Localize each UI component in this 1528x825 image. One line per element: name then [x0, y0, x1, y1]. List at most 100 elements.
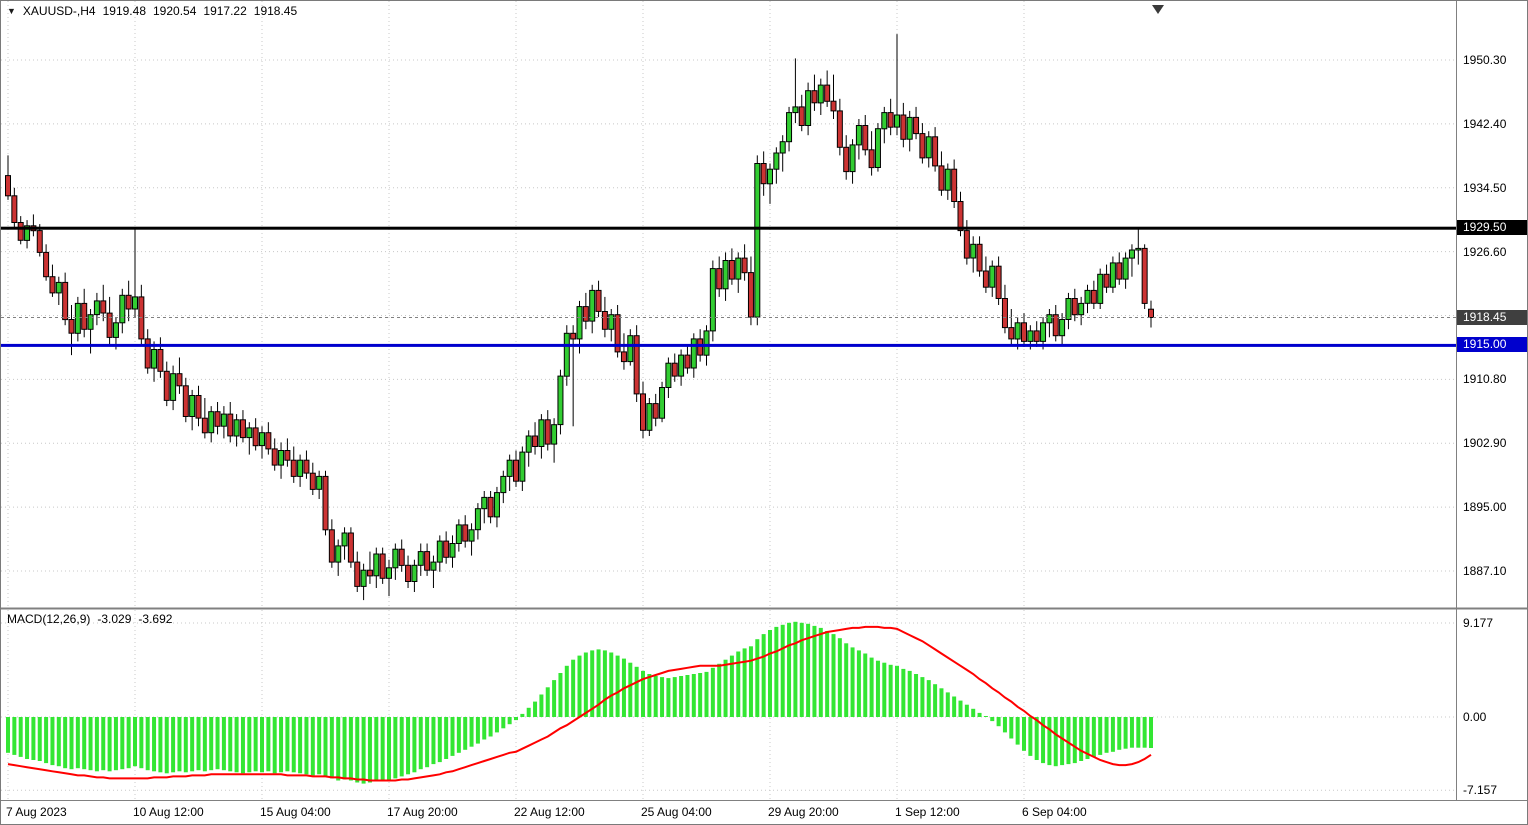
bullish-candle[interactable]	[259, 432, 265, 447]
bullish-candle[interactable]	[1122, 257, 1129, 280]
bearish-candle[interactable]	[5, 175, 11, 197]
bearish-candle[interactable]	[405, 564, 412, 582]
bullish-candle[interactable]	[1078, 302, 1085, 316]
bullish-candle[interactable]	[1027, 330, 1034, 342]
price-axis[interactable]: 1950.30 1942.40 1934.50 1926.60 1910.80 1902.…	[1457, 1, 1527, 800]
bullish-candle[interactable]	[925, 136, 932, 159]
bullish-candle[interactable]	[189, 395, 196, 417]
bearish-candle[interactable]	[951, 168, 958, 202]
bearish-candle[interactable]	[227, 413, 234, 437]
bearish-candle[interactable]	[1001, 298, 1008, 329]
bullish-candle[interactable]	[557, 375, 564, 426]
bullish-candle[interactable]	[506, 459, 513, 477]
bullish-candle[interactable]	[373, 553, 380, 577]
bullish-candle[interactable]	[119, 294, 126, 324]
bearish-candle[interactable]	[595, 289, 602, 312]
bearish-candle[interactable]	[303, 459, 310, 474]
bearish-candle[interactable]	[620, 351, 627, 363]
bearish-candle[interactable]	[640, 393, 646, 431]
bearish-candle[interactable]	[868, 149, 875, 169]
bearish-candle[interactable]	[697, 338, 704, 356]
bullish-candle[interactable]	[335, 545, 342, 563]
bearish-candle[interactable]	[1148, 308, 1154, 319]
bearish-candle[interactable]	[1052, 314, 1059, 337]
bearish-candle[interactable]	[1103, 273, 1110, 288]
bullish-candle[interactable]	[817, 84, 824, 104]
bullish-candle[interactable]	[608, 314, 615, 330]
bearish-candle[interactable]	[163, 370, 170, 401]
bullish-candle[interactable]	[411, 564, 418, 582]
bullish-candle[interactable]	[525, 435, 532, 453]
bullish-candle[interactable]	[386, 567, 392, 579]
bearish-candle[interactable]	[81, 302, 88, 330]
bullish-candle[interactable]	[881, 112, 888, 130]
bearish-candle[interactable]	[43, 251, 50, 278]
bullish-candle[interactable]	[735, 257, 742, 280]
bullish-candle[interactable]	[1097, 273, 1104, 304]
bearish-candle[interactable]	[157, 349, 164, 372]
bearish-candle[interactable]	[125, 294, 132, 310]
bearish-candle[interactable]	[995, 265, 1002, 300]
bullish-candle[interactable]	[208, 411, 215, 434]
bullish-candle[interactable]	[646, 403, 653, 431]
bearish-candle[interactable]	[201, 417, 208, 434]
bearish-candle[interactable]	[982, 270, 989, 288]
bullish-candle[interactable]	[1040, 322, 1047, 342]
bullish-candle[interactable]	[500, 475, 507, 494]
bullish-candle[interactable]	[678, 354, 685, 377]
bullish-candle[interactable]	[754, 163, 761, 318]
bullish-candle[interactable]	[1046, 314, 1053, 324]
bearish-candle[interactable]	[239, 419, 246, 439]
bullish-candle[interactable]	[659, 387, 666, 419]
bullish-candle[interactable]	[1135, 247, 1142, 251]
bearish-candle[interactable]	[913, 116, 920, 135]
bearish-candle[interactable]	[265, 432, 272, 450]
bullish-candle[interactable]	[87, 314, 94, 330]
bullish-candle[interactable]	[1128, 249, 1135, 259]
bearish-candle[interactable]	[290, 459, 297, 477]
bearish-candle[interactable]	[963, 230, 970, 259]
bearish-candle[interactable]	[932, 136, 939, 167]
bearish-candle[interactable]	[62, 281, 69, 321]
bullish-candle[interactable]	[519, 451, 526, 482]
bearish-candle[interactable]	[309, 472, 316, 490]
bullish-candle[interactable]	[455, 524, 462, 545]
bullish-candle[interactable]	[449, 543, 456, 558]
bearish-candle[interactable]	[760, 163, 767, 185]
bearish-candle[interactable]	[843, 146, 850, 173]
bearish-candle[interactable]	[68, 319, 75, 334]
bearish-candle[interactable]	[824, 84, 831, 102]
bullish-candle[interactable]	[436, 540, 443, 563]
bullish-candle[interactable]	[1059, 319, 1066, 337]
bearish-candle[interactable]	[49, 276, 56, 294]
bullish-candle[interactable]	[220, 413, 227, 427]
bearish-candle[interactable]	[398, 548, 405, 566]
bullish-candle[interactable]	[767, 168, 773, 185]
bearish-candle[interactable]	[811, 90, 818, 104]
bullish-candle[interactable]	[417, 551, 424, 566]
bullish-candle[interactable]	[1109, 262, 1116, 288]
bullish-candle[interactable]	[1014, 322, 1021, 340]
bullish-candle[interactable]	[392, 548, 399, 569]
bearish-candle[interactable]	[252, 427, 259, 447]
bullish-candle[interactable]	[360, 569, 367, 587]
bearish-candle[interactable]	[570, 332, 577, 340]
bearish-candle[interactable]	[919, 133, 926, 159]
bearish-candle[interactable]	[214, 411, 221, 427]
horizontal-line-1915.00[interactable]	[1, 343, 1456, 347]
bullish-candle[interactable]	[989, 265, 996, 288]
bullish-candle[interactable]	[786, 112, 793, 143]
bearish-candle[interactable]	[11, 195, 18, 224]
bearish-candle[interactable]	[830, 100, 837, 112]
bullish-candle[interactable]	[93, 300, 100, 316]
bearish-candle[interactable]	[487, 496, 494, 518]
bearish-candle[interactable]	[1008, 327, 1015, 340]
bearish-candle[interactable]	[582, 306, 589, 322]
bullish-candle[interactable]	[944, 168, 951, 191]
bullish-candle[interactable]	[779, 141, 786, 154]
bullish-candle[interactable]	[341, 532, 348, 547]
bullish-candle[interactable]	[1065, 298, 1072, 320]
bearish-candle[interactable]	[862, 125, 869, 151]
bullish-candle[interactable]	[773, 152, 780, 170]
